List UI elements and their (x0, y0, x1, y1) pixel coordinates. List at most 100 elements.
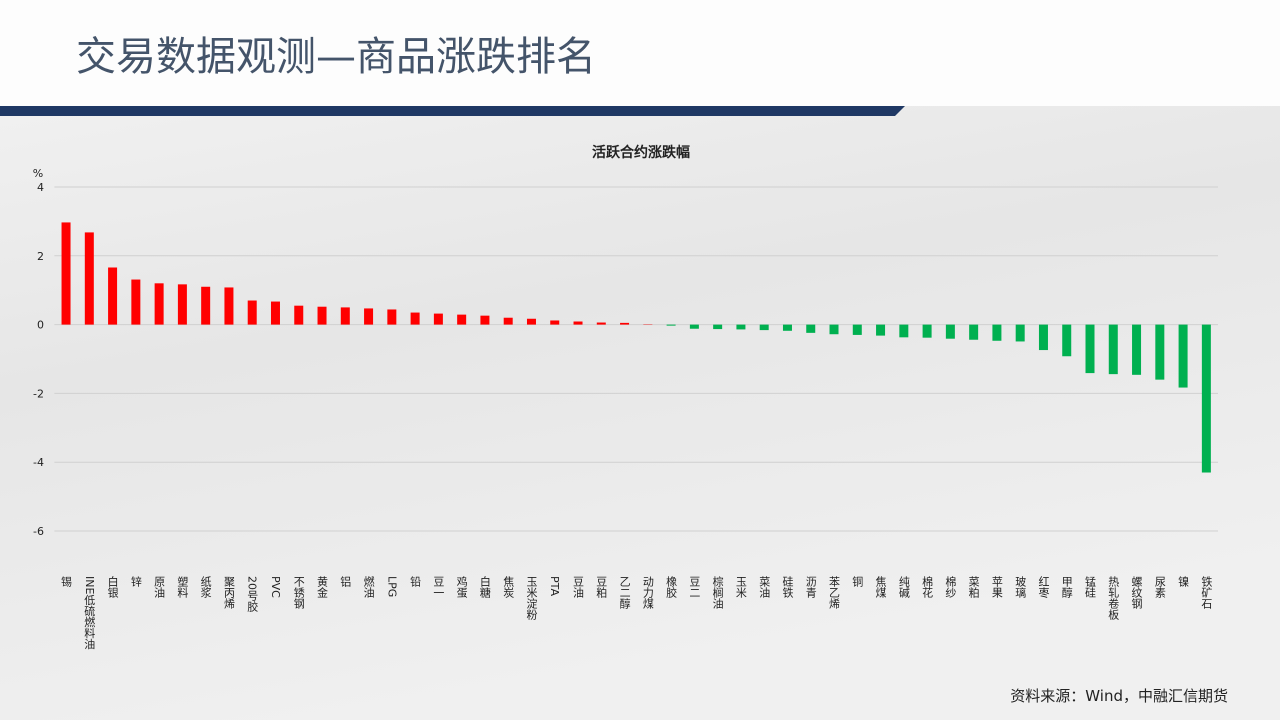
x-tick-label: 白糖 (478, 575, 491, 599)
x-tick-label: 动力煤 (641, 576, 654, 610)
bar (597, 323, 606, 325)
x-tick-label: 热轧卷板 (1107, 576, 1120, 621)
x-tick-label: 20号胶 (246, 576, 259, 613)
x-tick-label: 锌 (129, 575, 142, 587)
bar (155, 283, 164, 324)
x-tick-label: 焦煤 (874, 576, 887, 599)
y-tick-label: -6 (33, 525, 44, 538)
x-tick-label: 铅 (409, 575, 422, 587)
bar (969, 325, 978, 340)
bar (1155, 325, 1164, 380)
bar (480, 316, 489, 325)
bar (108, 267, 117, 324)
x-tick-label: 玉米淀粉 (525, 576, 538, 620)
x-tick-label: 豆油 (572, 576, 585, 598)
bar (434, 314, 443, 325)
bar (1086, 325, 1095, 374)
bar (830, 325, 839, 335)
y-tick-label: -4 (33, 456, 44, 469)
x-tick-label: 豆二 (688, 576, 701, 598)
bar (457, 315, 466, 325)
bar (201, 287, 210, 325)
x-tick-label: 铝 (339, 575, 352, 587)
x-tick-label: 棉花 (921, 575, 934, 598)
bar (224, 287, 233, 324)
x-tick-label: 纸浆 (199, 576, 212, 598)
x-tick-label: 棕榈油 (711, 575, 724, 609)
bar (667, 325, 676, 326)
x-tick-label: INE低硫燃料油 (83, 576, 96, 649)
bar (1062, 325, 1071, 357)
bar (131, 280, 140, 325)
y-tick-label: 0 (37, 319, 44, 332)
slide-title: 交易数据观测—商品涨跌排名 (76, 34, 596, 80)
x-tick-label: 菜油 (758, 576, 771, 598)
y-tick-label: 2 (37, 250, 44, 263)
bar (923, 325, 932, 338)
bar (248, 301, 257, 325)
y-tick-label: 4 (37, 181, 44, 194)
x-tick-label: 焦炭 (502, 576, 515, 599)
x-tick-label: LPG (385, 576, 398, 597)
bar (178, 284, 187, 324)
x-tick-label: 鸡蛋 (455, 575, 468, 599)
bar (341, 307, 350, 324)
x-tick-label: 纯碱 (897, 576, 910, 599)
x-tick-label: PVC (269, 576, 282, 598)
x-tick-label: 苯乙烯 (828, 575, 841, 610)
bar (271, 302, 280, 325)
y-unit: % (33, 167, 43, 180)
x-tick-label: 苹果 (990, 575, 1003, 599)
x-tick-label: 锰硅 (1084, 575, 1097, 598)
x-tick-label: 不锈钢 (292, 576, 305, 609)
x-tick-label: 聚丙烯 (222, 576, 235, 610)
x-tick-label: 橡胶 (665, 576, 678, 599)
bar (62, 222, 71, 324)
bar (85, 232, 94, 324)
x-tick-label: 黄金 (316, 575, 329, 598)
bar (294, 306, 303, 325)
bar (992, 325, 1001, 341)
x-tick-label: 红枣 (1037, 576, 1050, 599)
x-tick-label: 铜 (851, 575, 864, 588)
x-tick-label: 螺纹钢 (1130, 576, 1143, 609)
bar (760, 325, 769, 331)
x-tick-label: 乙二醇 (618, 576, 631, 609)
bar (364, 308, 373, 324)
bar (853, 325, 862, 335)
x-tick-label: 镍 (1177, 575, 1190, 588)
x-tick-label: 玉米 (734, 576, 747, 599)
bar (1016, 325, 1025, 342)
bar (318, 307, 327, 325)
bar (527, 319, 536, 325)
bar (504, 318, 513, 325)
bar (1132, 325, 1141, 375)
bar (411, 313, 420, 325)
bar (783, 325, 792, 331)
bar (690, 325, 699, 329)
x-tick-label: 沥青 (804, 576, 817, 599)
x-tick-label: 白银 (106, 575, 119, 599)
source-note: 资料来源：Wind，中融汇信期货 (1010, 687, 1228, 705)
x-tick-label: 硅铁 (781, 576, 794, 598)
x-tick-label: 尿素 (1153, 576, 1166, 598)
x-tick-label: 豆一 (432, 576, 445, 598)
x-tick-label: 棉纱 (944, 575, 957, 598)
x-tick-label: 菜粕 (967, 576, 980, 598)
x-tick-label: PTA (548, 576, 561, 596)
bar (550, 320, 559, 324)
chart-title: 活跃合约涨跌幅 (592, 144, 690, 161)
bar (620, 323, 629, 325)
x-tick-label: 塑料 (176, 575, 189, 599)
bar (1202, 325, 1211, 473)
bar (876, 325, 885, 336)
bar (713, 325, 722, 329)
bar (736, 325, 745, 330)
bar (1179, 325, 1188, 388)
bar (387, 309, 396, 324)
bar (899, 325, 908, 338)
x-tick-label: 铁矿石 (1200, 576, 1213, 609)
header-rule (0, 106, 905, 116)
